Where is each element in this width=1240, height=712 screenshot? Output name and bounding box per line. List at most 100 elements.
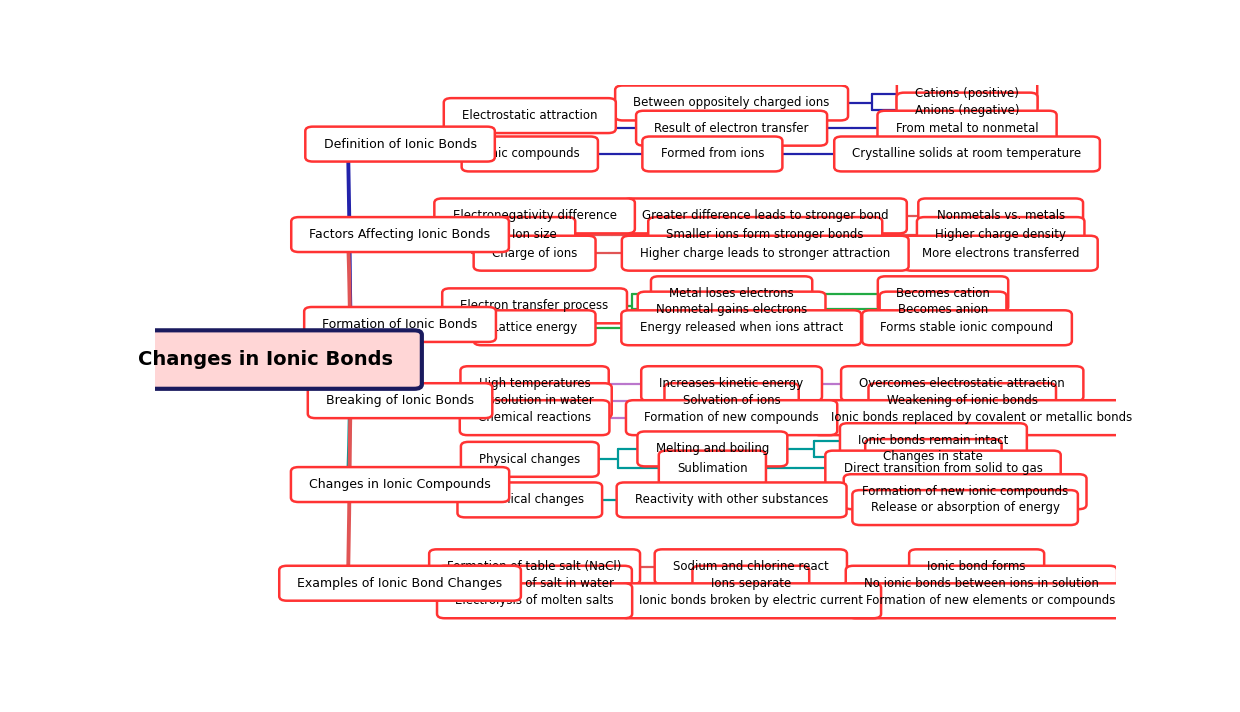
FancyBboxPatch shape bbox=[897, 76, 1037, 111]
Text: Ions separate: Ions separate bbox=[711, 577, 791, 590]
FancyBboxPatch shape bbox=[620, 583, 882, 618]
Text: Overcomes electrostatic attraction: Overcomes electrostatic attraction bbox=[859, 377, 1065, 390]
FancyBboxPatch shape bbox=[616, 483, 847, 518]
Text: Electron transfer process: Electron transfer process bbox=[460, 299, 609, 313]
FancyBboxPatch shape bbox=[826, 451, 1060, 486]
Text: Direct transition from solid to gas: Direct transition from solid to gas bbox=[843, 461, 1043, 475]
Text: Electrostatic attraction: Electrostatic attraction bbox=[463, 109, 598, 122]
FancyBboxPatch shape bbox=[637, 431, 787, 466]
Text: Formation of new elements or compounds: Formation of new elements or compounds bbox=[867, 595, 1116, 607]
Text: Anions (negative): Anions (negative) bbox=[915, 104, 1019, 117]
FancyBboxPatch shape bbox=[878, 111, 1056, 146]
Text: Factors Affecting Ionic Bonds: Factors Affecting Ionic Bonds bbox=[310, 228, 491, 241]
Text: Electronegativity difference: Electronegativity difference bbox=[453, 209, 616, 222]
FancyBboxPatch shape bbox=[438, 566, 632, 601]
FancyBboxPatch shape bbox=[841, 366, 1084, 401]
FancyBboxPatch shape bbox=[308, 383, 492, 418]
FancyBboxPatch shape bbox=[846, 566, 1117, 601]
Text: Ionic bonds broken by electric current: Ionic bonds broken by electric current bbox=[639, 595, 863, 607]
FancyBboxPatch shape bbox=[642, 137, 782, 172]
FancyBboxPatch shape bbox=[291, 217, 508, 252]
FancyBboxPatch shape bbox=[109, 330, 422, 389]
FancyBboxPatch shape bbox=[474, 236, 595, 271]
FancyBboxPatch shape bbox=[461, 442, 599, 477]
Text: Lattice energy: Lattice energy bbox=[492, 321, 578, 334]
FancyBboxPatch shape bbox=[879, 292, 1007, 327]
FancyBboxPatch shape bbox=[848, 583, 1135, 618]
Text: Formed from ions: Formed from ions bbox=[661, 147, 764, 160]
FancyBboxPatch shape bbox=[621, 236, 909, 271]
FancyBboxPatch shape bbox=[658, 451, 766, 486]
FancyBboxPatch shape bbox=[641, 366, 822, 401]
Text: Weakening of ionic bonds: Weakening of ionic bonds bbox=[887, 394, 1038, 407]
Text: Sublimation: Sublimation bbox=[677, 461, 748, 475]
Text: Formation of Ionic Bonds: Formation of Ionic Bonds bbox=[322, 318, 477, 331]
Text: Cations (positive): Cations (positive) bbox=[915, 87, 1019, 100]
Text: Changes in Ionic Compounds: Changes in Ionic Compounds bbox=[309, 478, 491, 491]
Text: Metal loses electrons: Metal loses electrons bbox=[670, 287, 794, 300]
Text: Ionic bond forms: Ionic bond forms bbox=[928, 560, 1025, 573]
Text: Dissolution of salt in water: Dissolution of salt in water bbox=[455, 577, 614, 590]
Text: Definition of Ionic Bonds: Definition of Ionic Bonds bbox=[324, 137, 476, 151]
FancyBboxPatch shape bbox=[305, 127, 495, 162]
FancyBboxPatch shape bbox=[812, 400, 1151, 435]
FancyBboxPatch shape bbox=[843, 474, 1086, 509]
Text: Breaking of Ionic Bonds: Breaking of Ionic Bonds bbox=[326, 394, 474, 407]
FancyBboxPatch shape bbox=[494, 217, 575, 252]
FancyBboxPatch shape bbox=[649, 217, 882, 252]
FancyBboxPatch shape bbox=[626, 400, 837, 435]
Text: Release or absorption of energy: Release or absorption of energy bbox=[870, 501, 1060, 514]
Text: Becomes anion: Becomes anion bbox=[898, 303, 988, 315]
Text: Nonmetals vs. metals: Nonmetals vs. metals bbox=[936, 209, 1065, 222]
Text: Chemical changes: Chemical changes bbox=[476, 493, 584, 506]
FancyBboxPatch shape bbox=[444, 98, 616, 133]
Text: Ionic compounds: Ionic compounds bbox=[480, 147, 579, 160]
Text: No ionic bonds between ions in solution: No ionic bonds between ions in solution bbox=[864, 577, 1099, 590]
Text: Higher charge leads to stronger attraction: Higher charge leads to stronger attracti… bbox=[640, 246, 890, 260]
Text: Formation of table salt (NaCl): Formation of table salt (NaCl) bbox=[448, 560, 621, 573]
Text: Crystalline solids at room temperature: Crystalline solids at room temperature bbox=[852, 147, 1081, 160]
Text: Electrolysis of molten salts: Electrolysis of molten salts bbox=[455, 595, 614, 607]
Text: Chemical reactions: Chemical reactions bbox=[479, 411, 591, 424]
FancyBboxPatch shape bbox=[461, 137, 598, 172]
FancyBboxPatch shape bbox=[862, 310, 1071, 345]
FancyBboxPatch shape bbox=[878, 276, 1008, 311]
Text: Nonmetal gains electrons: Nonmetal gains electrons bbox=[656, 303, 807, 315]
FancyBboxPatch shape bbox=[474, 310, 595, 345]
FancyBboxPatch shape bbox=[651, 276, 812, 311]
FancyBboxPatch shape bbox=[458, 383, 611, 418]
FancyBboxPatch shape bbox=[868, 383, 1056, 418]
Text: Examples of Ionic Bond Changes: Examples of Ionic Bond Changes bbox=[298, 577, 502, 590]
Text: Melting and boiling: Melting and boiling bbox=[656, 442, 769, 456]
FancyBboxPatch shape bbox=[458, 483, 603, 518]
Text: Formation of new compounds: Formation of new compounds bbox=[645, 411, 818, 424]
Text: Result of electron transfer: Result of electron transfer bbox=[655, 122, 808, 135]
FancyBboxPatch shape bbox=[460, 366, 609, 401]
FancyBboxPatch shape bbox=[443, 288, 627, 323]
Text: Higher charge density: Higher charge density bbox=[935, 228, 1066, 241]
Text: Reactivity with other substances: Reactivity with other substances bbox=[635, 493, 828, 506]
FancyBboxPatch shape bbox=[436, 583, 632, 618]
Text: From metal to nonmetal: From metal to nonmetal bbox=[895, 122, 1038, 135]
FancyBboxPatch shape bbox=[835, 137, 1100, 172]
FancyBboxPatch shape bbox=[852, 490, 1078, 525]
FancyBboxPatch shape bbox=[909, 550, 1044, 585]
Text: Becomes cation: Becomes cation bbox=[897, 287, 990, 300]
FancyBboxPatch shape bbox=[665, 383, 799, 418]
FancyBboxPatch shape bbox=[692, 566, 810, 601]
Text: Changes in Ionic Bonds: Changes in Ionic Bonds bbox=[138, 350, 393, 369]
FancyBboxPatch shape bbox=[919, 199, 1083, 234]
Text: Ionic bonds remain intact: Ionic bonds remain intact bbox=[858, 434, 1008, 447]
FancyBboxPatch shape bbox=[655, 550, 847, 585]
FancyBboxPatch shape bbox=[621, 310, 861, 345]
FancyBboxPatch shape bbox=[636, 111, 827, 146]
Text: Forms stable ionic compound: Forms stable ionic compound bbox=[880, 321, 1054, 334]
FancyBboxPatch shape bbox=[279, 566, 521, 601]
FancyBboxPatch shape bbox=[904, 236, 1097, 271]
FancyBboxPatch shape bbox=[304, 307, 496, 342]
Text: Greater difference leads to stronger bond: Greater difference leads to stronger bon… bbox=[642, 209, 889, 222]
FancyBboxPatch shape bbox=[897, 93, 1038, 127]
FancyBboxPatch shape bbox=[839, 423, 1027, 458]
FancyBboxPatch shape bbox=[291, 467, 510, 502]
FancyBboxPatch shape bbox=[624, 199, 906, 234]
